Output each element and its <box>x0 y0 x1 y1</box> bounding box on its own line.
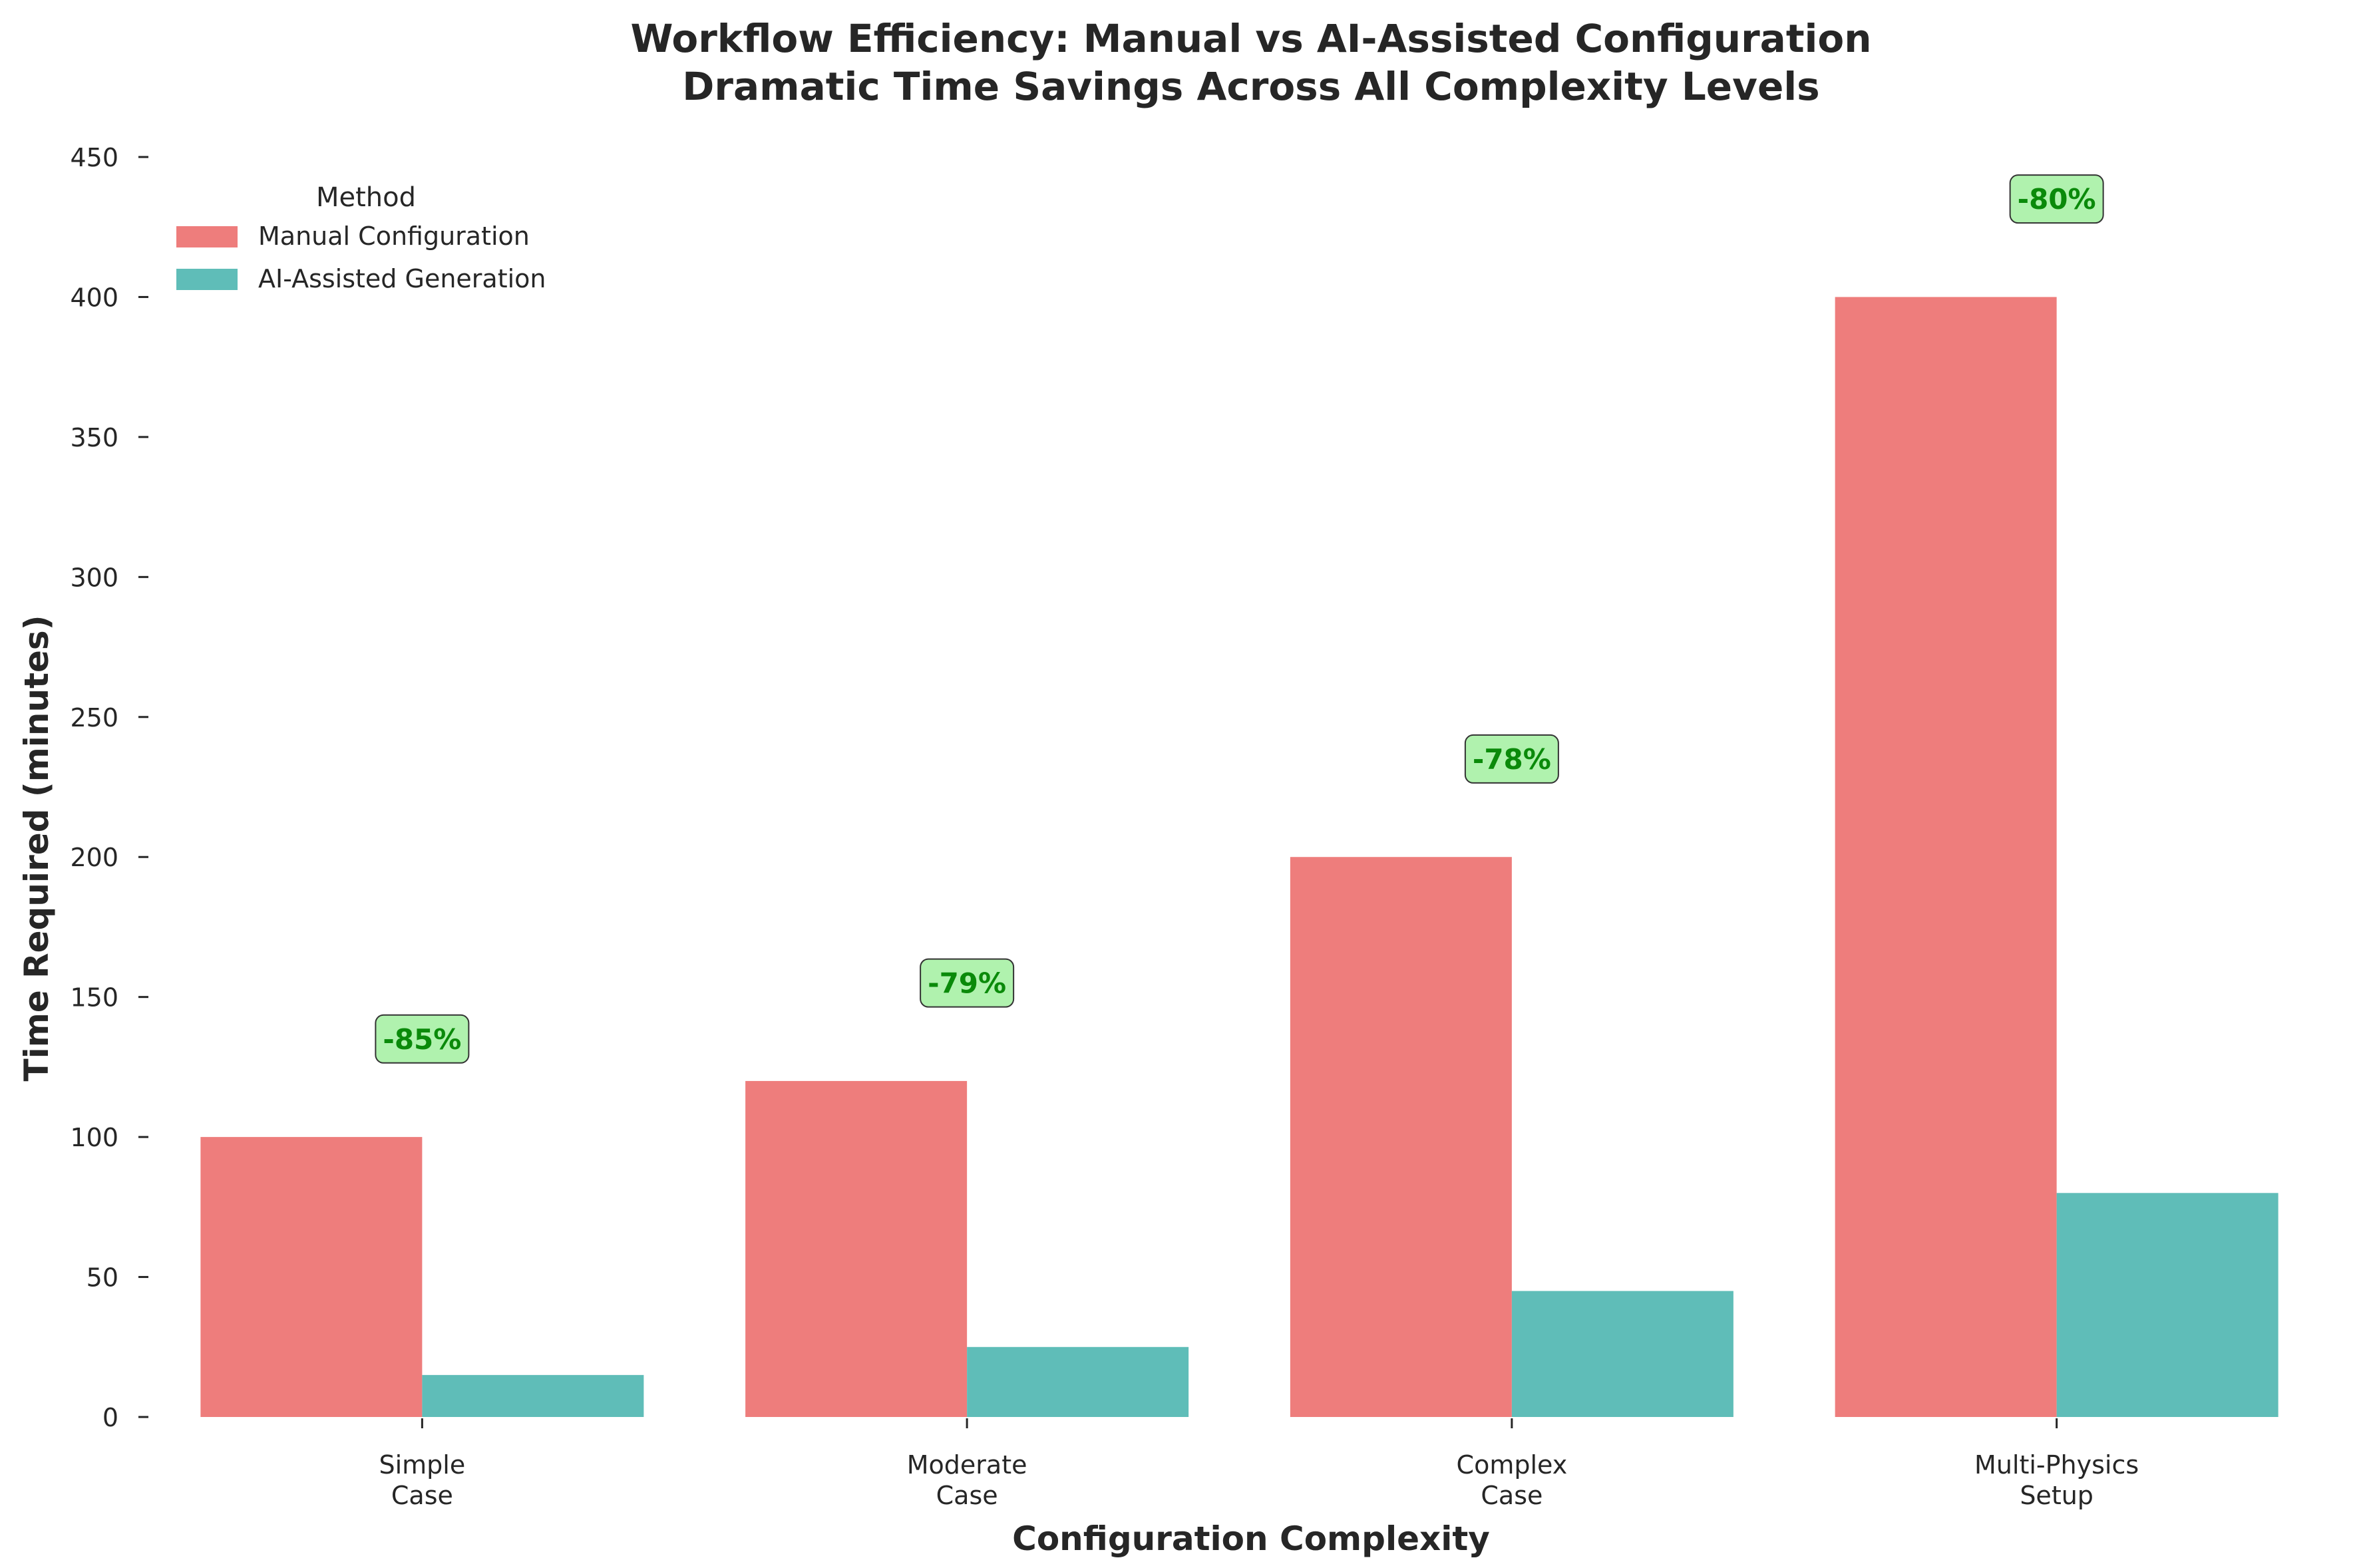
y-tick-label: 400 <box>70 283 118 312</box>
y-axis: 0 50 100 150 200 250 300 350 400 450 <box>70 143 148 1432</box>
y-tick-label: 250 <box>70 703 118 732</box>
reduction-label: -80% <box>2018 183 2096 216</box>
reduction-badge <box>920 958 1015 1008</box>
chart-title-line2: Dramatic Time Savings Across All Complex… <box>682 64 1819 109</box>
chart-title-line1: Workflow Efficiency: Manual vs AI-Assist… <box>630 16 1871 61</box>
manual-bar <box>1290 857 1512 1417</box>
y-axis-title: Time Required (minutes) <box>17 615 56 1081</box>
x-tick-label: Case <box>936 1481 998 1510</box>
y-tick-label: 200 <box>70 843 118 872</box>
legend-label: Manual Configuration <box>258 222 530 251</box>
ai-bar <box>2056 1193 2278 1417</box>
legend-swatch <box>176 269 238 290</box>
ai-bar <box>1511 1291 1733 1417</box>
ai-bar <box>422 1374 644 1417</box>
x-tick-label: Setup <box>2020 1481 2094 1510</box>
y-tick-label: 100 <box>70 1123 118 1152</box>
manual-bar <box>1835 297 2057 1417</box>
reduction-label: -79% <box>928 967 1006 1000</box>
y-tick-label: 350 <box>70 423 118 452</box>
y-tick-label: 300 <box>70 563 118 592</box>
reduction-label: -78% <box>1473 743 1551 776</box>
legend-title: Method <box>316 182 416 213</box>
x-tick-label: Simple <box>379 1450 465 1480</box>
legend-swatch <box>176 226 238 247</box>
x-tick-label: Case <box>391 1481 453 1510</box>
x-axis-title: Configuration Complexity <box>1012 1519 1490 1558</box>
x-tick-label: Case <box>1481 1481 1543 1510</box>
x-tick-label: Complex <box>1457 1450 1568 1480</box>
y-tick-label: 0 <box>102 1403 118 1432</box>
ai-bar <box>967 1346 1189 1417</box>
legend-label: AI-Assisted Generation <box>258 264 546 293</box>
x-tick-label: Moderate <box>907 1450 1027 1480</box>
reduction-badge <box>2009 174 2104 224</box>
y-tick-label: 150 <box>70 983 118 1013</box>
manual-bar <box>745 1080 968 1417</box>
reduction-label: -85% <box>383 1023 461 1056</box>
reduction-badge <box>1464 734 1559 784</box>
manual-bar <box>200 1137 423 1417</box>
y-tick-label: 450 <box>70 143 118 172</box>
reduction-badge <box>375 1014 470 1064</box>
bars <box>200 297 2278 1417</box>
x-axis: SimpleCaseModerateCaseComplexCaseMulti-P… <box>379 1418 2139 1510</box>
x-tick-label: Multi-Physics <box>1974 1450 2139 1480</box>
legend: Method Manual Configuration AI-Assisted G… <box>176 182 546 293</box>
y-tick-label: 50 <box>87 1263 118 1293</box>
annotations: -85% -79% -78% -80% <box>375 174 2104 1064</box>
